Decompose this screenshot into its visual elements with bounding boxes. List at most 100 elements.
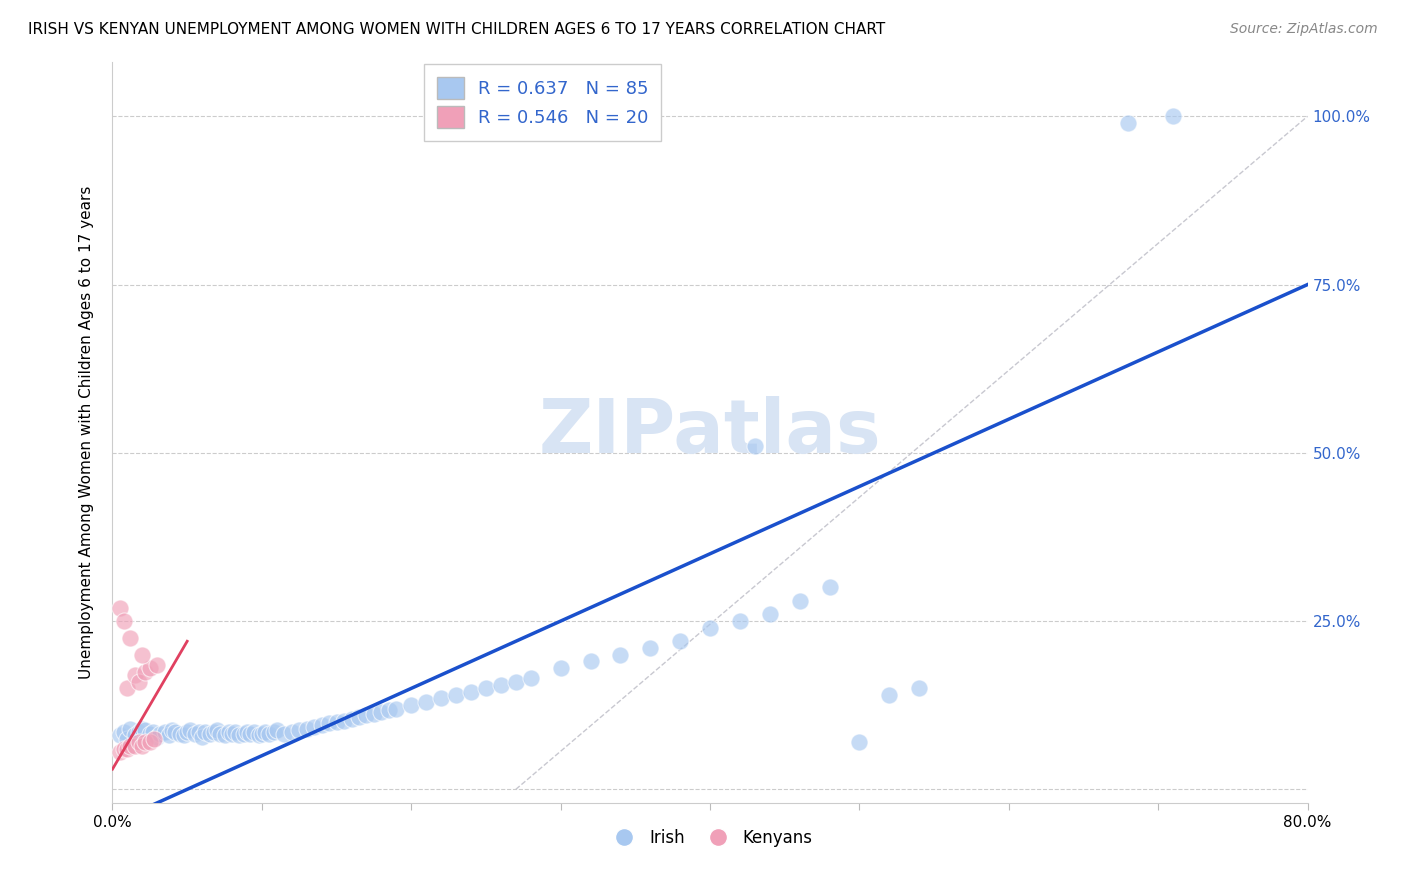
Point <box>908 681 931 696</box>
Point <box>120 722 142 736</box>
Point <box>188 725 211 739</box>
Point <box>1326 109 1348 123</box>
Point <box>108 600 131 615</box>
Point <box>1161 109 1184 123</box>
Point <box>114 725 135 739</box>
Point <box>142 725 165 739</box>
Point <box>609 648 631 662</box>
Point <box>134 735 156 749</box>
Point <box>759 607 782 622</box>
Point <box>550 661 572 675</box>
Point <box>146 657 169 672</box>
Point <box>139 735 162 749</box>
Point <box>117 731 139 746</box>
Point <box>505 674 527 689</box>
Point <box>169 727 191 741</box>
Point <box>363 706 385 721</box>
Point <box>218 725 240 739</box>
Point <box>259 727 281 741</box>
Point <box>146 730 169 744</box>
Point <box>124 668 146 682</box>
Point <box>202 725 225 739</box>
Point <box>165 725 187 739</box>
Point <box>311 718 333 732</box>
Point <box>128 725 150 739</box>
Point <box>143 731 166 746</box>
Point <box>108 729 131 743</box>
Point <box>198 727 221 741</box>
Point <box>848 735 870 749</box>
Point <box>247 729 270 743</box>
Point <box>179 723 201 738</box>
Point <box>131 722 153 736</box>
Text: Source: ZipAtlas.com: Source: ZipAtlas.com <box>1230 22 1378 37</box>
Point <box>288 723 311 738</box>
Text: IRISH VS KENYAN UNEMPLOYMENT AMONG WOMEN WITH CHILDREN AGES 6 TO 17 YEARS CORREL: IRISH VS KENYAN UNEMPLOYMENT AMONG WOMEN… <box>28 22 886 37</box>
Point <box>139 661 162 675</box>
Point <box>728 614 751 628</box>
Point <box>173 729 195 743</box>
Point <box>378 703 401 717</box>
Y-axis label: Unemployment Among Women with Children Ages 6 to 17 years: Unemployment Among Women with Children A… <box>79 186 94 680</box>
Point <box>879 688 901 702</box>
Point <box>579 655 602 669</box>
Point <box>430 691 453 706</box>
Point <box>356 708 378 723</box>
Point <box>281 725 304 739</box>
Point <box>131 739 153 753</box>
Point <box>669 634 692 648</box>
Point <box>117 742 139 756</box>
Point <box>236 725 259 739</box>
Point <box>385 701 408 715</box>
Point <box>744 439 766 453</box>
Point <box>302 720 325 734</box>
Point <box>239 727 262 741</box>
Point <box>183 727 205 741</box>
Point <box>134 665 156 679</box>
Point <box>128 735 150 749</box>
Point <box>233 727 256 741</box>
Point <box>789 594 811 608</box>
Point <box>108 745 131 759</box>
Point <box>333 714 356 728</box>
Point <box>131 648 153 662</box>
Point <box>128 674 150 689</box>
Point <box>209 727 232 741</box>
Point <box>1118 116 1140 130</box>
Point <box>221 727 243 741</box>
Point <box>176 725 198 739</box>
Point <box>134 723 156 738</box>
Point <box>120 631 142 645</box>
Point <box>224 725 246 739</box>
Point <box>205 723 228 738</box>
Legend: Irish, Kenyans: Irish, Kenyans <box>600 822 820 854</box>
Point <box>228 729 250 743</box>
Point <box>250 727 273 741</box>
Point <box>340 712 363 726</box>
Point <box>325 714 347 729</box>
Point <box>117 681 139 696</box>
Point <box>162 723 183 738</box>
Point <box>120 739 142 753</box>
Point <box>699 621 721 635</box>
Point <box>266 723 288 738</box>
Point <box>475 681 498 696</box>
Point <box>157 729 180 743</box>
Point <box>263 725 285 739</box>
Point <box>444 688 467 702</box>
Point <box>149 727 172 741</box>
Point <box>460 685 482 699</box>
Point <box>253 725 276 739</box>
Point <box>295 722 318 736</box>
Text: ZIPatlas: ZIPatlas <box>538 396 882 469</box>
Point <box>347 709 370 723</box>
Point <box>401 698 423 713</box>
Point <box>114 742 135 756</box>
Point <box>191 730 214 744</box>
Point <box>489 678 512 692</box>
Point <box>194 725 217 739</box>
Point <box>640 640 662 655</box>
Point <box>415 695 437 709</box>
Point <box>318 716 340 731</box>
Point <box>214 729 236 743</box>
